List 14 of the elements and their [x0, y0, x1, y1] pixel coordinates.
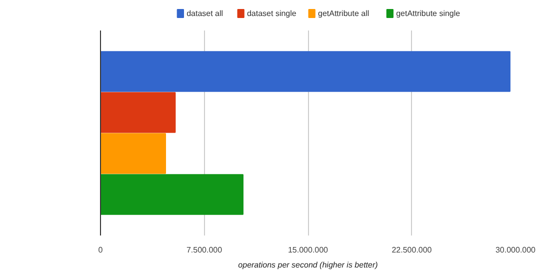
bar — [100, 92, 176, 133]
bar — [100, 133, 166, 174]
bar — [100, 174, 244, 215]
x-tick-label: 30.000.000 — [495, 246, 536, 254]
x-tick-label: 0 — [98, 246, 104, 254]
legend-label: getAttribute single — [396, 9, 461, 18]
x-axis-title: operations per second (higher is better) — [238, 260, 378, 270]
x-tick-label: 22.500.000 — [392, 246, 432, 254]
x-tick-label: 7.500.000 — [186, 246, 223, 254]
x-tick-label: 15.000.000 — [288, 246, 329, 254]
bar — [100, 51, 510, 92]
legend-label: dataset single — [246, 9, 297, 18]
legend-label: dataset all — [186, 9, 224, 18]
legend-label: getAttribute all — [318, 9, 370, 18]
